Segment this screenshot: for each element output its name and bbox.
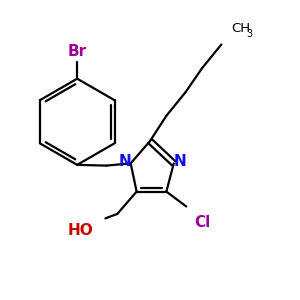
- Text: HO: HO: [68, 224, 94, 238]
- Text: N: N: [119, 154, 132, 169]
- Text: Br: Br: [68, 44, 87, 59]
- Text: N: N: [173, 154, 186, 169]
- Text: Cl: Cl: [195, 215, 211, 230]
- Text: 3: 3: [246, 29, 252, 39]
- Text: CH: CH: [231, 22, 250, 35]
